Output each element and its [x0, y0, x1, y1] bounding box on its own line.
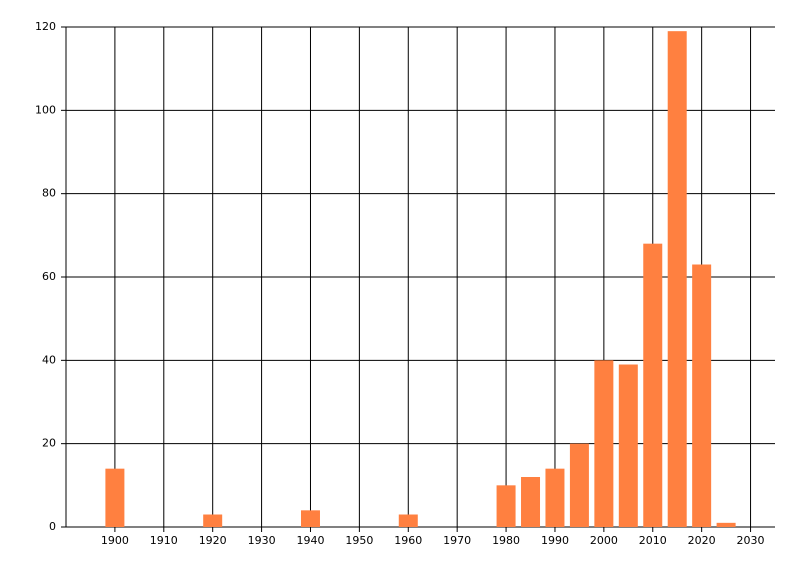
y-tick-label: 80	[42, 187, 56, 200]
y-tick-label: 60	[42, 270, 56, 283]
bar	[594, 360, 614, 527]
bar	[692, 264, 712, 527]
x-tick-label: 1940	[296, 534, 324, 547]
y-tick-label: 120	[35, 20, 56, 33]
x-tick-label: 1920	[199, 534, 227, 547]
bar	[398, 514, 418, 527]
x-tick-label: 1960	[394, 534, 422, 547]
y-tick-label: 0	[49, 520, 56, 533]
bar	[667, 31, 687, 528]
x-tick-label: 1990	[541, 534, 569, 547]
x-tick-label: 2010	[639, 534, 667, 547]
x-tick-label: 1970	[443, 534, 471, 547]
x-tick-label: 2030	[737, 534, 765, 547]
bar	[105, 468, 125, 527]
x-tick-label: 1930	[248, 534, 276, 547]
x-tick-label: 2020	[688, 534, 716, 547]
bar	[716, 522, 736, 527]
bar	[300, 510, 320, 527]
x-tick-label: 2000	[590, 534, 618, 547]
x-tick-label: 1950	[345, 534, 373, 547]
bar	[569, 443, 589, 527]
y-tick-label: 20	[42, 437, 56, 450]
y-tick-label: 40	[42, 353, 56, 366]
bar	[618, 364, 638, 527]
x-tick-label: 1910	[150, 534, 178, 547]
bar	[203, 514, 223, 527]
y-tick-label: 100	[35, 103, 56, 116]
bar	[643, 243, 663, 527]
x-tick-label: 1980	[492, 534, 520, 547]
bar	[521, 477, 541, 527]
x-tick-label: 1900	[101, 534, 129, 547]
bar	[496, 485, 516, 527]
bar	[545, 468, 565, 527]
